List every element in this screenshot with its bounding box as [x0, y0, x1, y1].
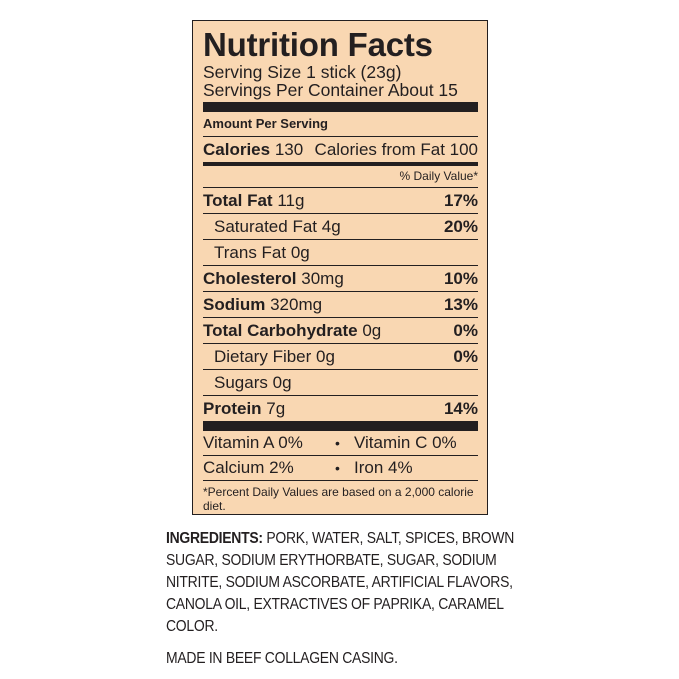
nutrient-name: Sugars: [214, 372, 268, 392]
nutrient-amount: 0g: [272, 372, 292, 392]
nutrient-row: Total Fat 11g 17%: [203, 188, 478, 214]
nutrient-amount: 30mg: [301, 268, 344, 288]
ingredients: INGREDIENTS: PORK, WATER, SALT, SPICES, …: [166, 528, 544, 638]
nutrient-amount: 320mg: [270, 294, 323, 314]
vitamin-row: Vitamin A 0% • Vitamin C 0%: [203, 431, 478, 456]
amount-per-serving: Amount Per Serving: [203, 112, 478, 137]
divider-thick: [203, 421, 478, 431]
bullet: •: [335, 435, 340, 451]
calories-from-fat: Calories from Fat 100: [314, 139, 478, 159]
nutrient-amount: 11g: [277, 190, 305, 210]
nutrition-facts-label: Nutrition Facts Serving Size 1 stick (23…: [192, 20, 488, 515]
nutrient-daily-value: 14%: [443, 398, 478, 418]
nutrient-daily-value: 13%: [443, 294, 478, 314]
footnote: *Percent Daily Values are based on a 2,0…: [203, 485, 474, 513]
vitamin-right: Iron 4%: [354, 458, 413, 477]
nutrient-amount: 4g: [321, 216, 341, 236]
nutrient-daily-value: 10%: [443, 268, 478, 288]
nutrient-daily-value: 20%: [443, 216, 478, 236]
divider-thick: [203, 102, 478, 112]
ingredients-label: INGREDIENTS:: [166, 530, 263, 547]
vitamin-left: Calcium 2%: [203, 458, 294, 477]
nutrient-row: Sugars 0g: [203, 370, 478, 396]
daily-value-header: % Daily Value*: [203, 166, 478, 188]
nutrient-daily-value: 17%: [443, 190, 478, 210]
nutrient-name: Sodium: [203, 294, 266, 314]
nutrient-name: Cholesterol: [203, 268, 297, 288]
serving-size: Serving Size 1 stick (23g): [203, 62, 402, 82]
calories-row: Calories 130 Calories from Fat 100: [203, 137, 478, 162]
nutrient-amount: 7g: [266, 398, 286, 418]
vitamin-right: Vitamin C 0%: [354, 433, 457, 452]
bullet: •: [335, 460, 340, 476]
nutrient-name: Trans Fat: [214, 242, 287, 262]
nutrient-name: Total Fat: [203, 190, 273, 210]
calories-label: Calories: [203, 139, 271, 159]
nutrient-row: Sodium 320mg 13%: [203, 292, 478, 318]
nutrient-row: Protein 7g 14%: [203, 396, 478, 421]
nutrient-name: Dietary Fiber: [214, 346, 312, 366]
nutrient-daily-value: 0%: [453, 320, 478, 340]
calories-value: 130: [274, 139, 304, 159]
ingredients-list: PORK, WATER, SALT, SPICES, BROWN SUGAR, …: [166, 530, 515, 635]
servings-per-container: Servings Per Container About 15: [203, 80, 458, 100]
nutrient-row: Saturated Fat 4g 20%: [203, 214, 478, 240]
divider-medium: [203, 162, 478, 166]
nutrient-name: Total Carbohydrate: [203, 320, 358, 340]
nutrient-name: Protein: [203, 398, 262, 418]
nutrient-amount: 0g: [316, 346, 335, 366]
nutrient-daily-value: 0%: [453, 346, 478, 366]
nutrient-row: Trans Fat 0g: [203, 240, 478, 266]
vitamin-row: Calcium 2% • Iron 4%: [203, 456, 478, 481]
ingredients-section: INGREDIENTS: PORK, WATER, SALT, SPICES, …: [166, 528, 544, 670]
label-title: Nutrition Facts: [203, 26, 433, 63]
nutrient-amount: 0g: [290, 242, 310, 262]
vitamin-left: Vitamin A 0%: [203, 433, 303, 452]
nutrient-row: Total Carbohydrate 0g 0%: [203, 318, 478, 344]
nutrient-row: Cholesterol 30mg 10%: [203, 266, 478, 292]
casing-note: MADE IN BEEF COLLAGEN CASING.: [166, 650, 398, 667]
nutrient-amount: 0g: [362, 320, 382, 340]
nutrient-name: Saturated Fat: [214, 216, 318, 236]
nutrient-row: Dietary Fiber 0g 0%: [203, 344, 478, 370]
